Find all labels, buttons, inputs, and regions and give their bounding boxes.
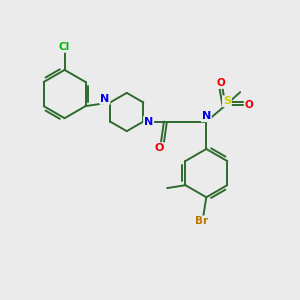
Text: Cl: Cl — [59, 42, 70, 52]
Text: Br: Br — [195, 216, 208, 226]
Text: S: S — [223, 96, 231, 106]
Text: N: N — [100, 94, 110, 104]
Text: O: O — [217, 78, 225, 88]
Text: N: N — [202, 111, 211, 121]
Text: N: N — [144, 117, 153, 127]
Text: O: O — [244, 100, 253, 110]
Text: O: O — [155, 143, 164, 153]
